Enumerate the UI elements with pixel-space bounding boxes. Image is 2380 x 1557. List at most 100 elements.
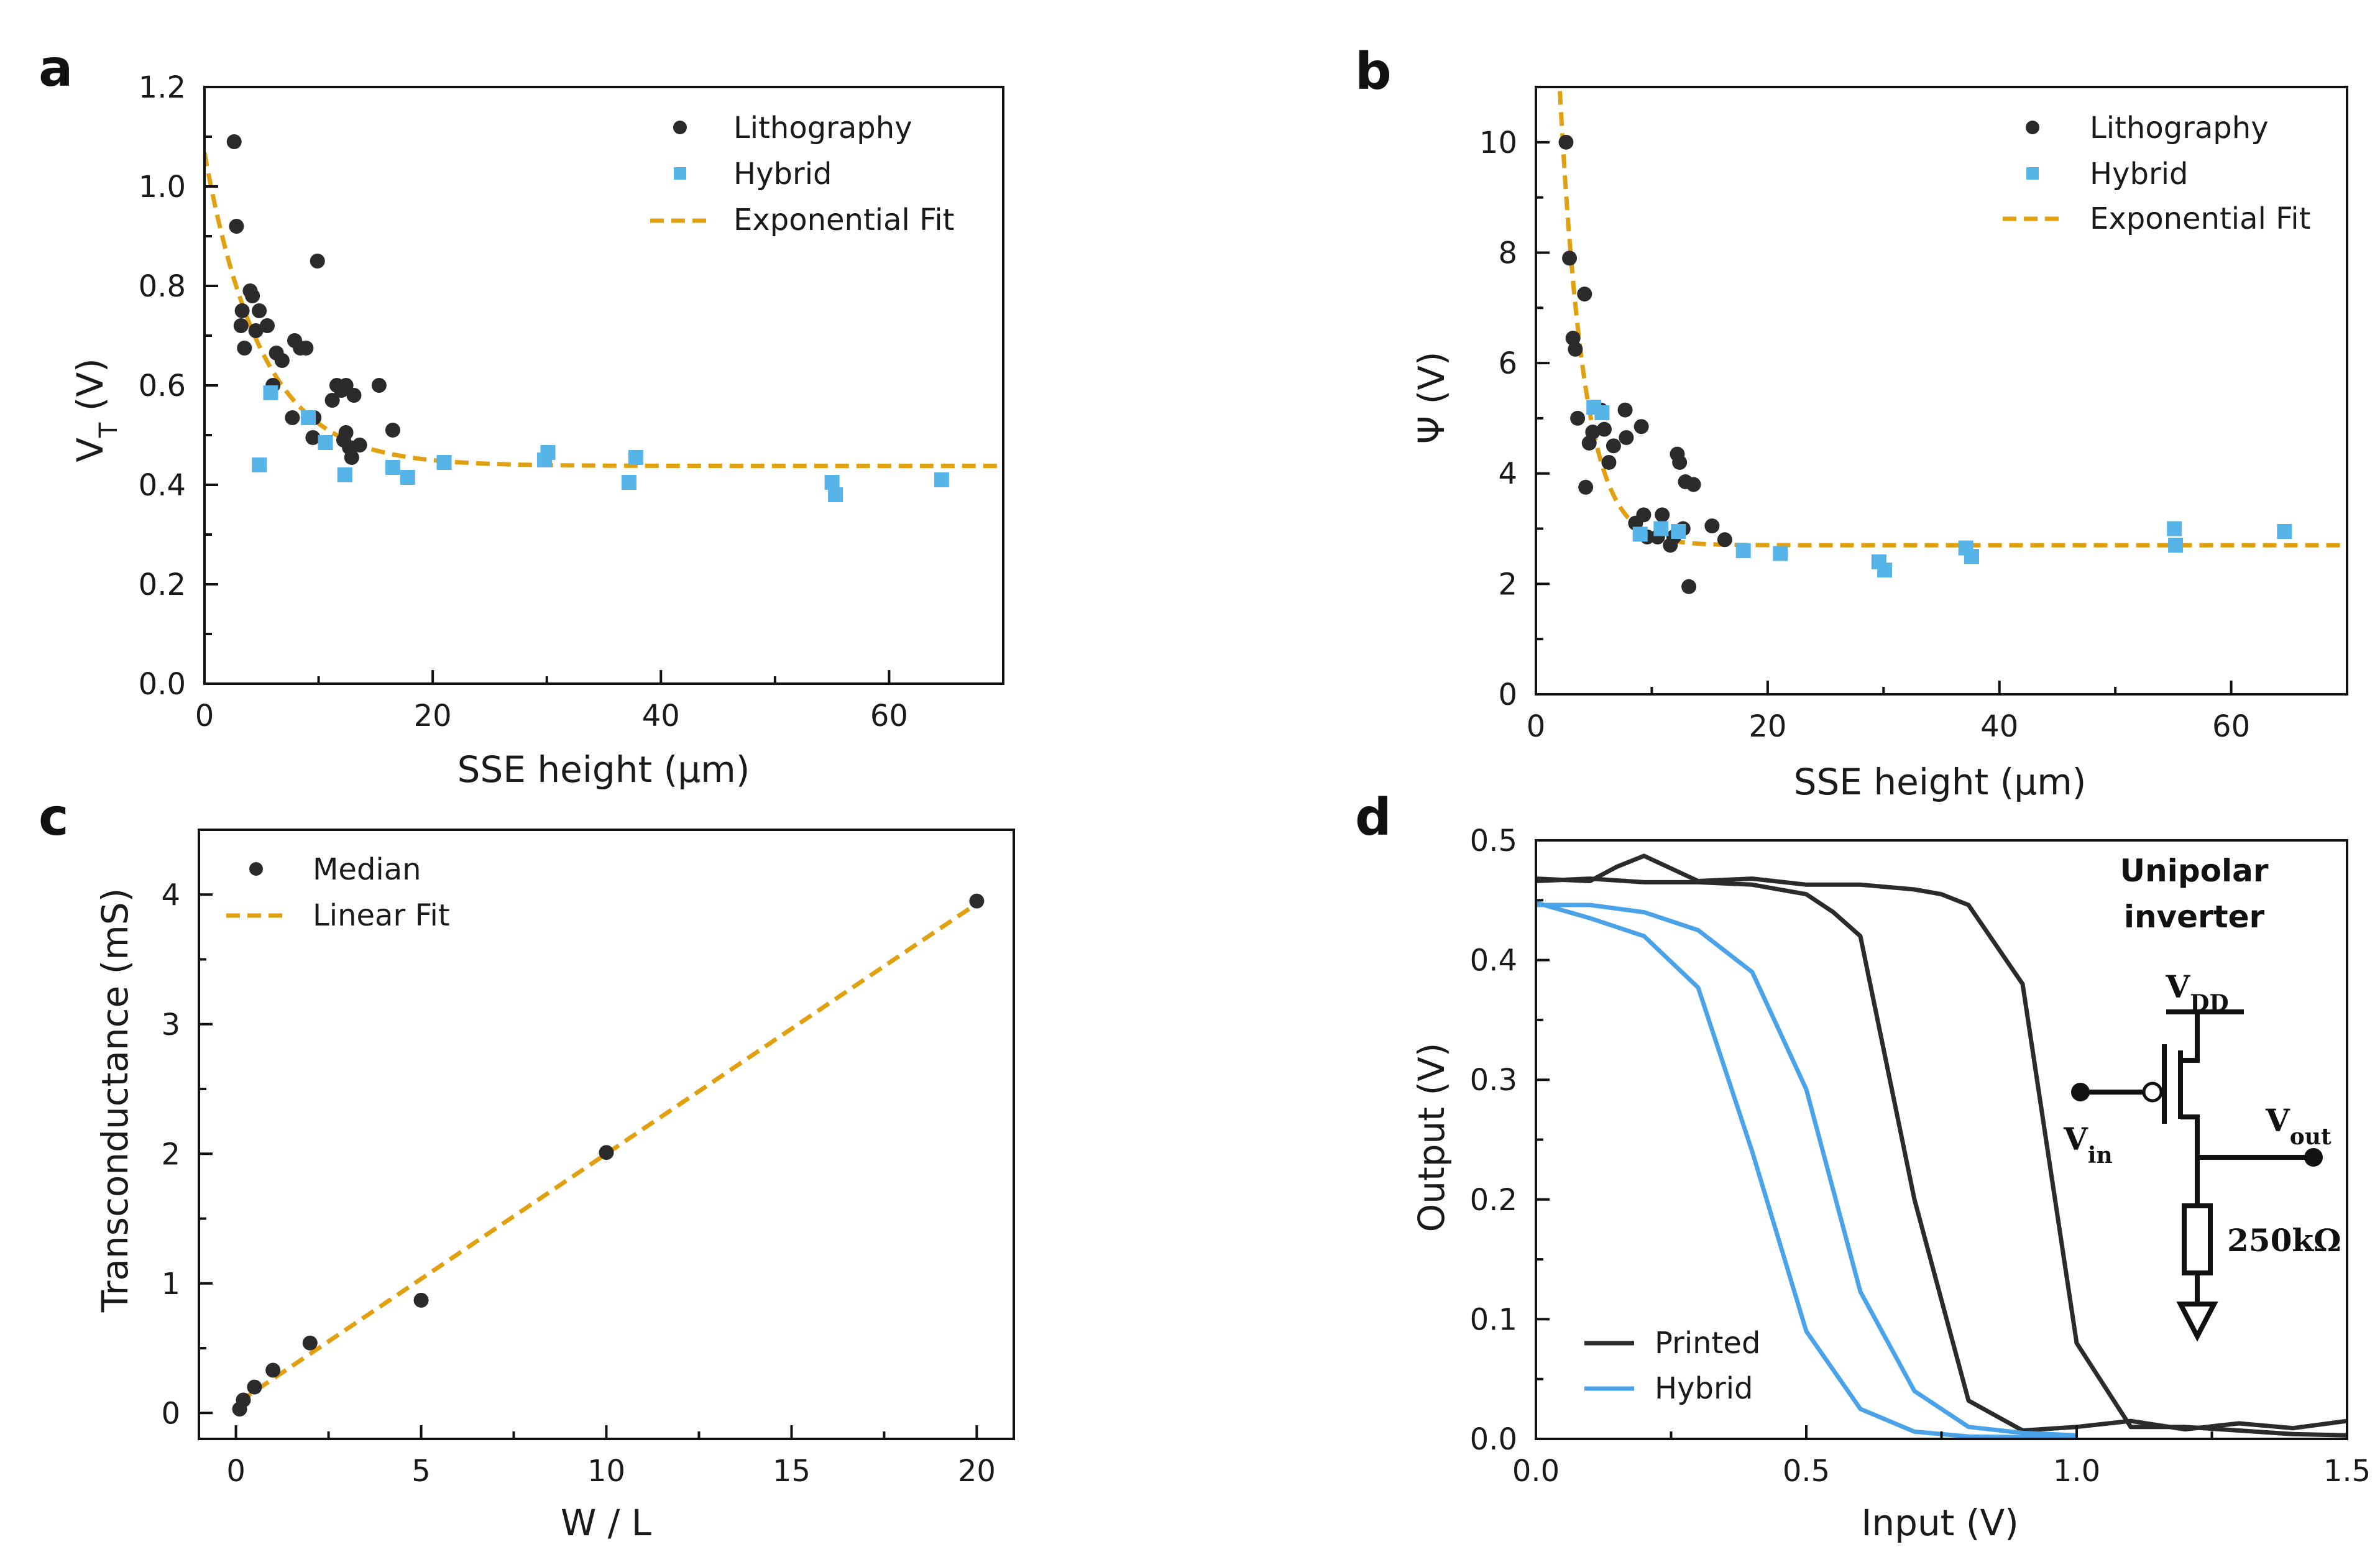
legend-label-printed: Printed (1655, 1326, 1760, 1361)
legend-label-lithography: Lithography (733, 111, 912, 145)
data-point-hybrid (436, 455, 452, 470)
vout-terminal-icon (2304, 1148, 2323, 1167)
data-point-lithography (1617, 402, 1633, 418)
legend-label-hybrid: Hybrid (1655, 1371, 1753, 1406)
x-tick-label: 40 (1980, 709, 2018, 744)
panel-b-data (1557, 87, 2347, 594)
x-tick-label: 0.0 (1512, 1454, 1560, 1489)
data-point-median (599, 1145, 614, 1160)
panel-a-ylabel-unit: (V) (69, 358, 111, 422)
y-tick-label: 4 (1498, 457, 1517, 492)
data-point-hybrid (1877, 563, 1893, 578)
legend-marker-hybrid (2026, 167, 2039, 180)
y-tick-label: 0.0 (1470, 1422, 1517, 1457)
data-point-lithography (252, 303, 267, 318)
legend-marker-lithography (2026, 121, 2039, 134)
panel-d-plot: 0.0 0.5 1.0 1.5 0.0 0.1 0.2 0.3 0.4 0.5 (1470, 824, 2371, 1489)
x-tick-label: 0.5 (1783, 1454, 1830, 1489)
y-tick-label: 0.2 (139, 567, 186, 602)
x-tick-label: 40 (642, 699, 680, 733)
panel-b: b 0 20 40 60 0 2 4 6 8 10 SSE height (μm) Ψ (V) L… (1355, 42, 2348, 803)
inverter-circuit-inset: Unipolar inverter VDD Vin Vout 250kΩ (2063, 853, 2341, 1342)
data-point-lithography (344, 450, 359, 465)
data-point-lithography (338, 425, 354, 440)
panel-d-label: d (1355, 788, 1392, 847)
legend-marker-lithography (673, 121, 687, 134)
panel-d-legend: Printed Hybrid (1584, 1326, 1760, 1406)
x-tick-label: 60 (2212, 709, 2250, 744)
data-point-hybrid (318, 435, 333, 450)
panel-c-ylabel: Transconductance (mS) (94, 888, 136, 1313)
x-tick-label: 0 (226, 1454, 246, 1489)
data-point-lithography (1570, 410, 1586, 426)
panel-c-xlabel: W / L (561, 1502, 651, 1544)
data-point-hybrid (628, 450, 643, 465)
data-point-lithography (1585, 425, 1601, 440)
x-tick-label: 1.5 (2323, 1454, 2371, 1489)
data-point-lithography (245, 288, 260, 303)
x-tick-label: 10 (587, 1454, 625, 1489)
y-tick-label: 0.5 (1470, 824, 1517, 858)
x-tick-label: 1.0 (2053, 1454, 2100, 1489)
data-point-median (265, 1362, 281, 1378)
y-tick-label: 1.0 (139, 170, 186, 204)
data-point-lithography (1655, 507, 1670, 523)
data-point-lithography (1596, 421, 1612, 437)
legend-label-hybrid: Hybrid (733, 157, 832, 191)
x-tick-label: 5 (411, 1454, 431, 1489)
legend-label-exponential-fit: Exponential Fit (733, 203, 954, 237)
panel-b-ylabel: Ψ (V) (1410, 351, 1453, 444)
inset-title-line1: Unipolar (2120, 853, 2268, 889)
circuit-wires (2080, 1009, 2312, 1342)
vin-terminal-icon (2071, 1083, 2090, 1101)
data-point-median (247, 1379, 262, 1395)
vout-main: V (2265, 1102, 2290, 1139)
drain-wire (2180, 1114, 2200, 1206)
data-point-lithography (1672, 454, 1688, 470)
y-tick-label: 0.4 (1470, 944, 1517, 978)
vout-sub: out (2290, 1124, 2332, 1150)
data-point-lithography (1568, 341, 1583, 357)
y-tick-label: 6 (1498, 346, 1517, 381)
y-tick-label: 1.2 (139, 70, 186, 105)
data-point-hybrid (1964, 548, 1979, 564)
legend-label-lithography: Lithography (2090, 111, 2269, 145)
data-point-hybrid (621, 475, 636, 490)
data-point-hybrid (1594, 405, 1610, 421)
data-point-hybrid (337, 467, 352, 482)
y-tick-label: 10 (1479, 126, 1517, 160)
legend-label-hybrid: Hybrid (2090, 157, 2189, 191)
y-tick-label: 0.8 (139, 269, 186, 304)
y-tick-label: 0.0 (139, 667, 186, 702)
hybrid-transfer-curve (1536, 900, 2077, 1439)
data-point-hybrid (1773, 546, 1788, 561)
data-point-lithography (371, 378, 387, 393)
data-point-lithography (259, 318, 275, 333)
legend-marker-median (249, 862, 263, 876)
panel-a-ylabel-sub: T (94, 422, 123, 438)
data-point-hybrid (263, 385, 278, 400)
panel-c-plot: 0 5 10 15 20 0 1 2 3 4 (161, 829, 1015, 1489)
data-point-lithography (229, 219, 244, 234)
y-tick-label: 0.2 (1470, 1183, 1517, 1218)
panel-d-ylabel: Output (V) (1410, 1043, 1453, 1233)
panel-b-plot: 0 20 40 60 0 2 4 6 8 10 (1479, 86, 2348, 744)
y-tick-label: 0.3 (1470, 1063, 1517, 1098)
y-tick-label: 8 (1498, 236, 1517, 270)
x-tick-label: 0 (195, 699, 214, 733)
data-point-lithography (226, 134, 242, 149)
panel-a-ylabel-main: V (69, 438, 111, 462)
data-point-median (969, 893, 985, 909)
y-tick-label: 1 (161, 1267, 180, 1302)
panel-b-legend: Lithography Hybrid Exponential Fit (2003, 111, 2310, 236)
vdd-main: V (2165, 968, 2190, 1005)
data-point-hybrid (301, 410, 316, 425)
inset-vin-label: Vin (2063, 1121, 2113, 1169)
panel-d: d 0.0 0.5 1.0 1.5 0.0 0.1 0.2 0.3 0.4 0.5 Input (… (1355, 788, 2371, 1544)
data-point-hybrid (1735, 543, 1751, 559)
data-point-lithography (1633, 419, 1649, 434)
legend-label-linear-fit: Linear Fit (313, 898, 450, 933)
data-point-median (413, 1292, 429, 1308)
y-tick-label: 2 (161, 1137, 180, 1172)
panel-c: c 0 5 10 15 20 0 1 2 3 4 W / L Transconductance (… (39, 788, 1015, 1544)
